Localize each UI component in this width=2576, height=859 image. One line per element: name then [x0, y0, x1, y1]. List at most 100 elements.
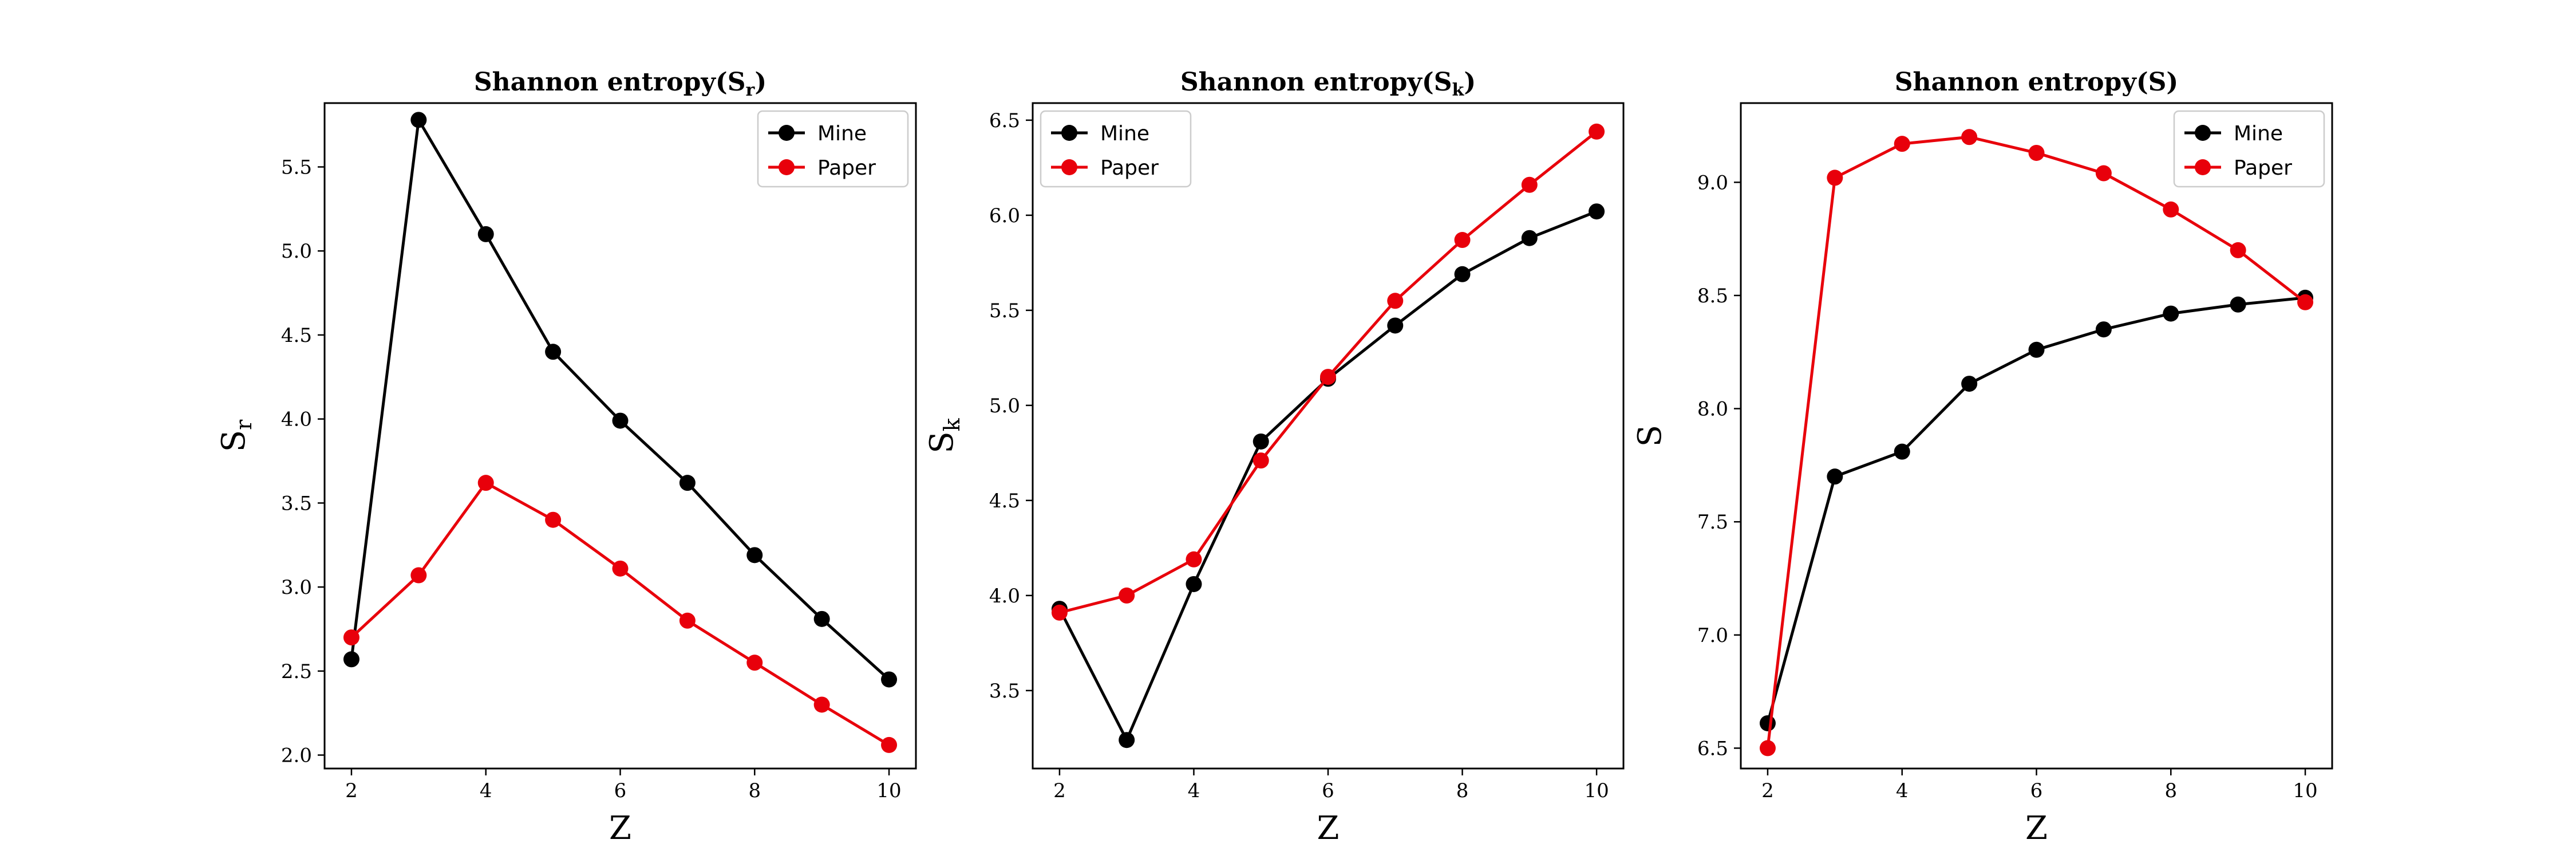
y-tick-label: 8.5: [1697, 285, 1728, 308]
series-line-mine: [1766, 296, 2306, 724]
series-line-mine: [1058, 210, 1598, 742]
x-tick-label: 8: [2164, 779, 2177, 802]
x-tick-label: 10: [2293, 779, 2317, 802]
data-point-mine: [813, 610, 830, 627]
legend: Mine Paper: [757, 110, 909, 188]
legend-swatch-marker: [779, 159, 795, 175]
data-point-mine: [1894, 443, 1910, 460]
x-axis-label: Z: [1317, 810, 1340, 847]
y-tick-label: 3.5: [281, 492, 312, 515]
x-tick-label: 2: [1053, 779, 1066, 802]
y-tick-label: 5.5: [989, 300, 1020, 322]
data-point-mine: [1759, 715, 1776, 731]
y-tick-label: 4.5: [281, 324, 312, 347]
chart-title: Shannon entropy(Sr): [474, 68, 767, 100]
data-point-mine: [881, 671, 898, 688]
data-point-paper: [2230, 242, 2246, 258]
data-point-mine: [2230, 296, 2246, 313]
data-point-paper: [813, 696, 830, 713]
data-point-paper: [881, 736, 898, 753]
y-tick-label: 4.0: [989, 585, 1020, 608]
x-tick-label: 4: [480, 779, 492, 802]
data-point-mine: [1521, 230, 1538, 246]
y-tick-label: 6.5: [1697, 737, 1728, 760]
y-tick-label: 4.5: [989, 490, 1020, 513]
legend-swatch-marker: [2195, 159, 2211, 175]
data-point-mine: [1827, 468, 1843, 485]
chart-title: Shannon entropy(Sk): [1180, 68, 1476, 100]
series-line-paper: [350, 481, 890, 747]
data-point-mine: [545, 344, 562, 360]
y-tick-label: 7.5: [1697, 511, 1728, 534]
data-point-paper: [2095, 165, 2112, 182]
legend-swatch-marker: [1061, 125, 1077, 141]
y-tick-label: 2.0: [281, 744, 312, 767]
y-tick-label: 6.5: [989, 109, 1020, 132]
chart-panel-3: Shannon entropy(S) 2 4 6 8 10 6.5 7.0 7.5 8.0 8.5 9…: [1631, 68, 2333, 847]
data-point-paper: [1589, 123, 1605, 140]
legend-label-mine: Mine: [817, 122, 867, 145]
y-tick-label: 3.0: [281, 576, 312, 599]
data-point-paper: [1521, 176, 1538, 193]
data-point-paper: [1320, 369, 1336, 385]
y-tick-label: 5.0: [281, 240, 312, 263]
y-axis-label-text: S: [215, 430, 252, 452]
y-axis-label-text: S: [923, 431, 961, 453]
data-point-mine: [1186, 576, 1202, 592]
x-tick-label: 4: [1188, 779, 1200, 802]
data-point-mine: [2163, 305, 2179, 322]
y-tick-label: 5.0: [989, 395, 1020, 417]
data-point-paper: [1759, 740, 1776, 756]
plot-frame: [1740, 102, 2333, 770]
data-point-mine: [746, 547, 763, 564]
y-tick-label: 6.0: [989, 204, 1020, 227]
legend: Mine Paper: [1040, 110, 1192, 188]
data-point-mine: [477, 226, 494, 242]
y-tick-label: 9.0: [1697, 171, 1728, 194]
data-point-paper: [2028, 144, 2045, 161]
data-point-paper: [343, 629, 359, 646]
legend-label-mine: Mine: [2234, 122, 2283, 145]
y-tick-label: 3.5: [989, 680, 1020, 703]
chart-title-text: Shannon entropy(S): [1895, 68, 2179, 97]
x-tick-label: 10: [1584, 779, 1609, 802]
legend-swatch-marker: [779, 125, 795, 141]
series-line-mine: [350, 118, 890, 681]
y-axis-label: Sr: [215, 419, 256, 452]
chart-title-text: Shannon entropy(S: [1180, 68, 1452, 97]
data-point-paper: [1827, 170, 1843, 186]
data-point-paper: [1119, 587, 1135, 604]
x-tick-label: 2: [345, 779, 358, 802]
legend-label-paper: Paper: [817, 156, 876, 180]
data-point-paper: [477, 475, 494, 491]
data-point-mine: [1119, 732, 1135, 748]
data-point-paper: [1051, 604, 1068, 621]
data-point-mine: [1253, 433, 1269, 450]
data-point-paper: [2163, 201, 2179, 218]
y-axis-label: Sk: [923, 417, 965, 453]
data-point-mine: [679, 475, 696, 491]
data-point-paper: [612, 560, 629, 577]
data-point-paper: [1253, 452, 1269, 469]
data-point-mine: [343, 651, 359, 668]
data-point-mine: [1387, 317, 1404, 334]
data-point-paper: [746, 655, 763, 671]
data-point-mine: [2095, 321, 2112, 338]
data-point-paper: [679, 612, 696, 629]
legend-swatch-marker: [2195, 125, 2211, 141]
legend-label-mine: Mine: [1100, 122, 1149, 145]
y-tick-label: 4.0: [281, 408, 312, 431]
x-tick-label: 4: [1896, 779, 1909, 802]
y-tick-label: 8.0: [1697, 398, 1728, 421]
data-point-mine: [410, 112, 427, 128]
data-point-mine: [1589, 203, 1605, 220]
y-tick-label: 2.5: [281, 660, 312, 683]
chart-title: Shannon entropy(S): [1895, 68, 2179, 97]
legend-label-paper: Paper: [1100, 156, 1159, 180]
x-tick-label: 6: [614, 779, 627, 802]
x-tick-label: 6: [2030, 779, 2043, 802]
x-axis-label: Z: [609, 810, 631, 847]
x-tick-label: 2: [1761, 779, 1774, 802]
data-point-paper: [545, 511, 562, 528]
